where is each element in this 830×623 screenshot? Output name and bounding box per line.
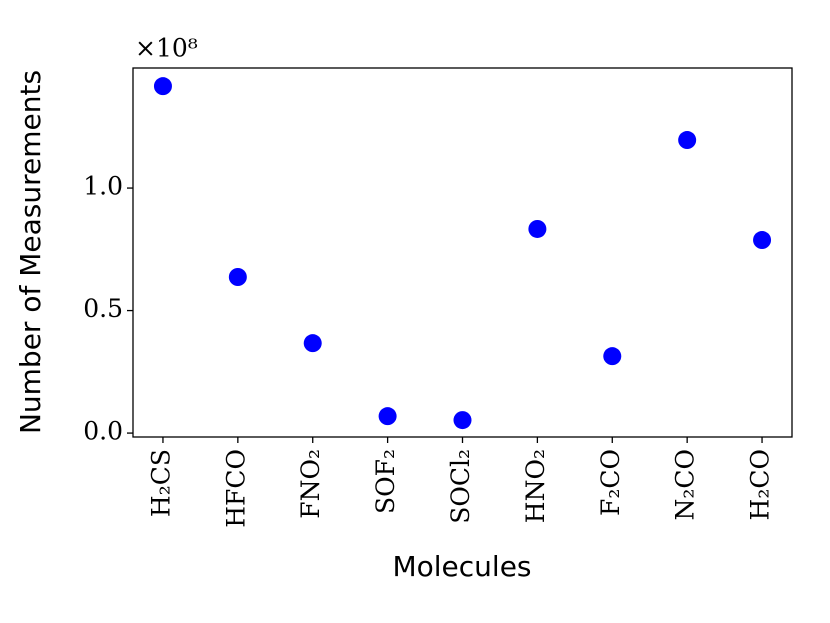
y-offset-label: ×10⁸ [135, 34, 198, 63]
x-tick-label: FNO₂ [296, 449, 325, 519]
x-tick-label: HFCO [221, 449, 250, 528]
y-axis-label: Number of Measurements [14, 70, 47, 434]
x-tick-label: N₂CO [671, 449, 700, 521]
plot-frame [132, 67, 793, 438]
x-tick-label: HNO₂ [521, 449, 550, 523]
y-tick-label: 0.5 [83, 294, 123, 323]
x-tick-label: SOCl₂ [446, 449, 475, 524]
x-tick-label: H₂CO [746, 449, 775, 520]
point [528, 219, 547, 238]
x-tick-label: F₂CO [596, 449, 625, 516]
point [378, 407, 397, 426]
point [453, 411, 472, 430]
point [753, 231, 772, 250]
point [603, 347, 622, 366]
point [678, 131, 697, 150]
x-tick-label: H₂CS [146, 449, 175, 517]
y-tick-label: 1.0 [83, 172, 123, 201]
point [303, 334, 322, 353]
point [153, 77, 172, 96]
x-tick-label: SOF₂ [371, 449, 400, 514]
x-axis-label: Molecules [392, 550, 531, 583]
point [228, 268, 247, 287]
y-tick-label: 0.0 [83, 417, 123, 446]
